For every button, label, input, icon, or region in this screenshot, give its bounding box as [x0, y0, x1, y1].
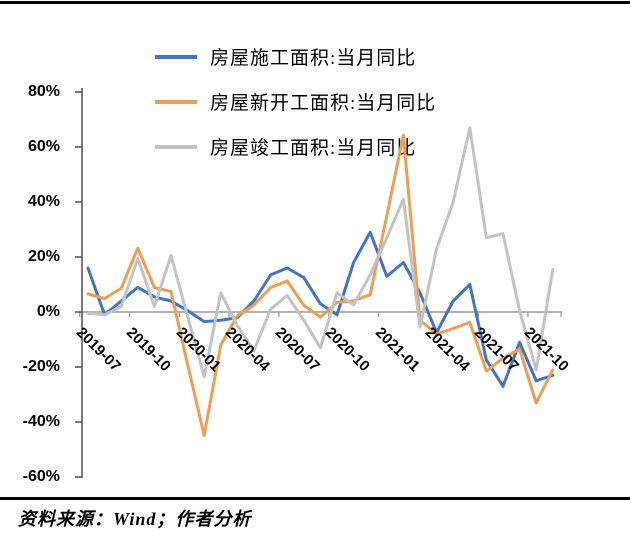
series-line-2 — [86, 126, 555, 379]
y-axis-tick-label: -20% — [22, 358, 60, 375]
legend-line-swatch — [155, 144, 197, 149]
y-axis-tick-label: 40% — [27, 193, 60, 210]
legend-label: 房屋施工面积:当月同比 — [210, 48, 417, 69]
legend-line-swatch — [155, 99, 197, 104]
legend-item: 房屋新开工面积:当月同比 — [155, 79, 436, 124]
series-line-0 — [86, 230, 555, 388]
legend-item: 房屋竣工面积:当月同比 — [155, 124, 436, 169]
legend-label: 房屋新开工面积:当月同比 — [210, 93, 437, 114]
y-axis-tick-label: -60% — [22, 468, 60, 485]
source-note: 资料来源：Wind；作者分析 — [18, 509, 252, 529]
y-axis-tick-label: 60% — [27, 138, 60, 155]
y-axis-tick-label: -40% — [22, 413, 60, 430]
top-border-rule — [0, 1, 630, 4]
y-axis-tick-label: 20% — [27, 248, 60, 265]
legend-item: 房屋施工面积:当月同比 — [155, 34, 436, 79]
legend-line-swatch — [155, 54, 197, 59]
legend-label: 房屋竣工面积:当月同比 — [210, 138, 417, 159]
y-axis-tick-label: 80% — [27, 83, 60, 100]
chart-legend: 房屋施工面积:当月同比 房屋新开工面积:当月同比 房屋竣工面积:当月同比 — [155, 34, 436, 169]
series-line-1 — [86, 133, 555, 437]
y-axis-tick-label: 0% — [36, 303, 60, 320]
footer-rule — [0, 497, 630, 500]
